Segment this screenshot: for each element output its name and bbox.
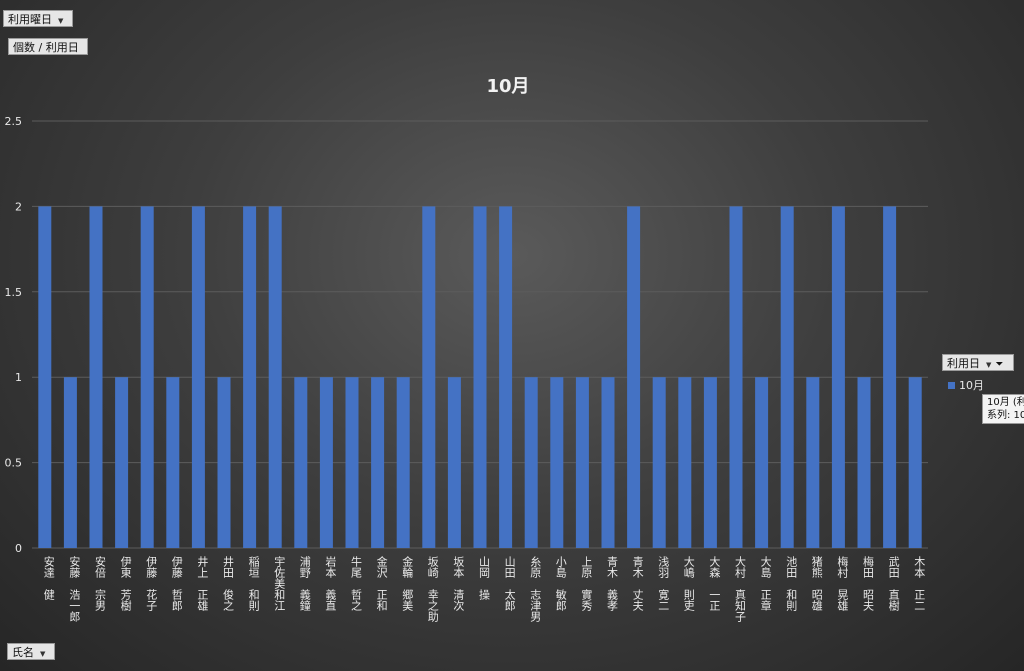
y-tick-label: 0.5: [5, 457, 23, 470]
x-tick-label: 山岡 操: [478, 556, 491, 601]
filter-funnel-icon: ⏷: [995, 359, 1004, 370]
bar[interactable]: [499, 206, 513, 548]
x-tick-label: 安倍 宗男: [94, 555, 107, 612]
bar[interactable]: [703, 377, 717, 548]
bar[interactable]: [601, 377, 615, 548]
legend-series-name: 10月: [959, 379, 984, 392]
x-tick-label: 岩本 義直: [324, 555, 337, 611]
page-filter-label: 利用曜日: [8, 13, 52, 26]
x-tick-label: 青木 義孝: [606, 556, 619, 611]
x-tick-label: 木本 正二: [913, 556, 926, 611]
bar[interactable]: [294, 377, 308, 548]
bar[interactable]: [217, 377, 231, 548]
bar[interactable]: [780, 206, 794, 548]
x-axis: 安達 健安藤 浩一郎 安倍 宗男 伊東 芳樹 伊藤 花子 伊藤 哲郎 井上 正雄 井田 俊之…: [42, 555, 925, 623]
bar[interactable]: [883, 206, 897, 548]
x-tick-label: 猪熊 昭雄: [810, 556, 823, 611]
x-tick-label: 小島 敏郎: [554, 556, 567, 611]
bar[interactable]: [473, 206, 487, 548]
x-tick-label: 伊藤 哲郎: [170, 556, 183, 611]
bar[interactable]: [729, 206, 743, 548]
x-tick-label: 大森 一正: [708, 555, 721, 611]
x-tick-label: 伊東 芳樹: [119, 556, 132, 612]
bar[interactable]: [140, 206, 154, 548]
y-tick-label: 0: [15, 542, 22, 555]
axis-field-label: 氏名: [12, 646, 34, 659]
bar[interactable]: [166, 377, 180, 548]
x-tick-label: 井上 正雄: [196, 555, 209, 611]
x-tick-label: 糸原 志津男: [529, 556, 542, 623]
axis-field-button[interactable]: 氏名 ▼: [7, 643, 55, 660]
bar[interactable]: [89, 206, 103, 548]
legend-field-button[interactable]: 利用日 ▼ ⏷: [942, 354, 1014, 371]
x-tick-label: 池田 和則: [785, 556, 798, 612]
x-tick-label: 稲垣 和則: [247, 556, 260, 612]
bar[interactable]: [627, 206, 641, 548]
bar[interactable]: [678, 377, 692, 548]
y-tick-label: 2.5: [5, 115, 23, 128]
bar[interactable]: [268, 206, 282, 548]
values-field-label: 個数 / 利用日: [13, 41, 79, 54]
x-tick-label: 井田 俊之: [222, 555, 235, 611]
x-tick-label: 山田 太郎: [503, 556, 516, 611]
x-tick-label: 大島 正章: [759, 555, 772, 611]
bar[interactable]: [319, 377, 333, 548]
bar[interactable]: [447, 377, 461, 548]
x-tick-label: 大嶋 則吏: [682, 555, 695, 611]
bar[interactable]: [345, 377, 359, 548]
bars: [38, 206, 922, 548]
legend-entry: 10月: [948, 377, 984, 393]
page-filter-button[interactable]: 利用曜日 ▼: [3, 10, 73, 27]
data-tooltip: 10月 (利 系列: 10: [982, 394, 1024, 424]
x-tick-label: 上原 實秀: [580, 556, 593, 611]
bar[interactable]: [524, 377, 538, 548]
bar[interactable]: [191, 206, 205, 548]
bar[interactable]: [652, 377, 666, 548]
y-tick-label: 1.5: [5, 286, 23, 299]
bar[interactable]: [806, 377, 820, 548]
x-tick-label: 宇佐美和江: [273, 556, 286, 611]
dropdown-arrow-icon: ▼: [986, 361, 992, 369]
bar[interactable]: [371, 377, 385, 548]
bar[interactable]: [831, 206, 845, 548]
x-tick-label: 坂崎 幸之助: [426, 556, 439, 623]
bar[interactable]: [550, 377, 564, 548]
x-tick-label: 梅村 晃雄: [836, 555, 849, 611]
x-tick-label: 大村 真知子: [734, 555, 747, 622]
x-tick-label: 安達 健: [42, 555, 55, 600]
bar[interactable]: [115, 377, 129, 548]
x-tick-label: 安藤 浩一郎: [68, 555, 81, 622]
bar[interactable]: [396, 377, 410, 548]
legend-swatch: [948, 382, 955, 389]
x-tick-label: 武田 直樹: [887, 556, 900, 612]
tooltip-line-2: 系列: 10: [987, 410, 1024, 421]
tooltip-line-1: 10月 (利: [987, 397, 1024, 408]
dropdown-arrow-icon: ▼: [58, 17, 64, 25]
x-tick-label: 金輪 郷美: [401, 555, 414, 611]
bar[interactable]: [857, 377, 871, 548]
bar[interactable]: [38, 206, 52, 548]
bar[interactable]: [908, 377, 922, 548]
y-tick-label: 2: [15, 200, 22, 213]
values-field-button[interactable]: 個数 / 利用日: [8, 38, 88, 55]
x-tick-label: 伊藤 花子: [145, 556, 158, 611]
bar[interactable]: [575, 377, 589, 548]
bar[interactable]: [755, 377, 769, 548]
chart-title: 10月: [486, 76, 529, 97]
dropdown-arrow-icon: ▼: [40, 650, 46, 658]
x-tick-label: 浅羽 寛二: [657, 556, 670, 611]
y-axis: 0 0.5 1 1.5 2 2.5: [5, 115, 23, 555]
bar[interactable]: [63, 377, 77, 548]
x-tick-label: 牛尾 哲之: [350, 555, 363, 611]
legend-field-label: 利用日: [947, 357, 980, 370]
x-tick-label: 金沢 正和: [375, 555, 388, 612]
bar[interactable]: [243, 206, 257, 548]
x-tick-label: 坂本 清次: [452, 556, 465, 612]
bar[interactable]: [422, 206, 436, 548]
x-tick-label: 浦野 義鐘: [298, 556, 311, 611]
x-tick-label: 青木 丈夫: [631, 556, 644, 612]
x-tick-label: 梅田 昭夫: [862, 555, 875, 612]
y-tick-label: 1: [15, 371, 22, 384]
